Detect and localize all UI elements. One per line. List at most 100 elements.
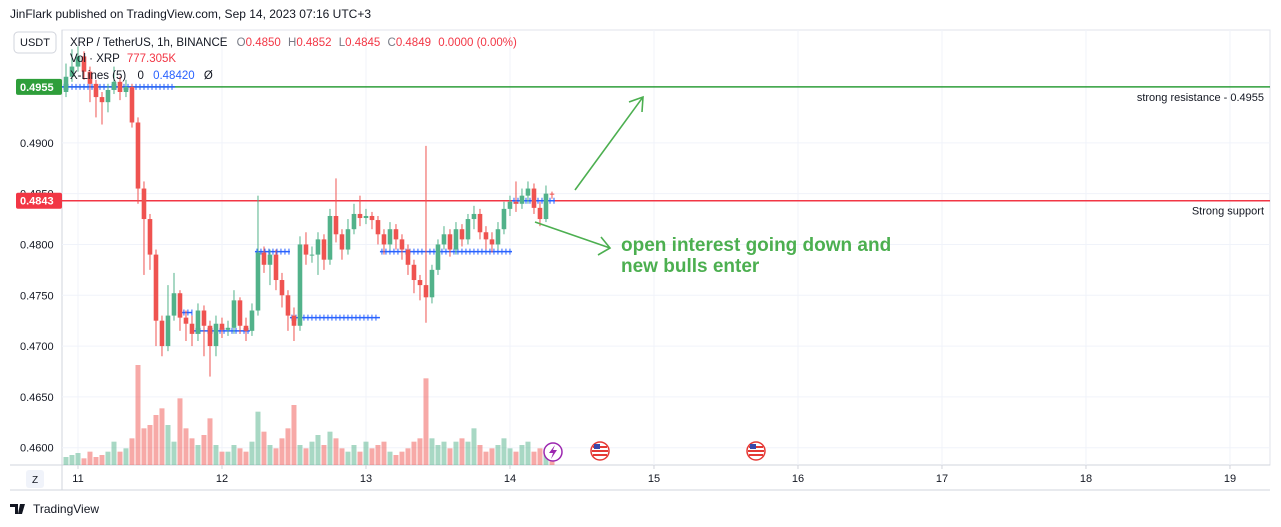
x-tick-label: 13 [360,473,372,485]
volume-bar [153,415,159,465]
volume-bar [321,445,327,465]
candle-body [123,86,129,92]
candle-body [63,76,69,92]
x-tick-label: 18 [1080,473,1092,485]
candle-body [177,293,183,318]
candle-body [357,213,363,219]
volume-bar [525,441,531,465]
zoom-button-label[interactable]: Z [32,475,38,486]
volume-bar [135,365,141,465]
volume-bar [351,445,357,465]
volume-bar [147,425,153,465]
candle-body [69,66,75,77]
volume-bar [99,455,105,465]
horizontal-lines: strong resistance - 0.4955 Strong support [62,86,1270,218]
candle-body [105,89,111,103]
volume-bar [207,418,213,465]
symbol: XRP / TetherUS, 1h, BINANCE [70,37,228,49]
volume-bar [507,448,513,465]
x-line-ticks [256,248,290,255]
arrows [534,95,644,256]
x-tick-label: 15 [648,473,660,485]
candle-body [483,232,489,240]
xlines-name: X-Lines (5) [70,70,126,82]
volume-bar [225,451,231,465]
candle-body [261,252,267,265]
zoom-button[interactable] [26,470,44,488]
event-icon [750,444,756,449]
ohlc-value: 0.4845 [345,37,380,49]
candle-body [471,213,477,220]
volume-bar [537,448,543,465]
candle-body [279,280,285,296]
volume-bar [543,455,549,465]
volume-bar [483,451,489,465]
candle-body [201,310,207,326]
candle-body [153,254,159,321]
candle-body [81,56,87,72]
candle-body [387,229,393,245]
volume-bar [165,425,171,465]
ohlc-value: 0.4852 [296,37,331,49]
volume-bar [393,455,399,465]
volume-legend: Vol · XRP 777.305K [70,53,176,65]
candle-body [513,201,519,204]
candle-body [207,325,213,347]
xlines-value: 0 [137,70,143,82]
volume-bar [279,438,285,465]
volume-bar [447,448,453,465]
candle-body [315,239,321,255]
footer: TradingView [33,502,99,516]
candle-body [99,97,105,103]
candle-body [189,323,195,334]
currency-button-label[interactable]: USDT [20,37,50,49]
candle-body [381,234,387,245]
candle-body [285,295,291,316]
candle-body [213,323,219,347]
volume-bar [417,438,423,465]
candle-body [453,229,459,250]
volume-bar [327,431,333,465]
candle-body [459,229,465,240]
volume-bar [333,438,339,465]
volume-bar [531,451,537,465]
legend: XRP / TetherUS, 1h, BINANCE O0.4850 H0.4… [70,37,517,49]
volume-bar [429,438,435,465]
candle-body [525,188,531,196]
candle-body [351,213,357,230]
volume-bar [159,408,165,465]
volume-bar [345,451,351,465]
candle-body [255,252,261,311]
candle-body [267,254,273,265]
candle-body [249,310,255,331]
volume-bar [243,451,249,465]
y-tick-label: 0.4600 [20,443,54,455]
xlines-legend: X-Lines (5) 0 0.48420 Ø [70,70,213,82]
volume-bar [375,445,381,465]
volume-bar [183,428,189,465]
volume-bar [255,411,261,465]
candle-body [117,81,123,92]
candle-body [159,320,165,347]
volume-bar [177,398,183,465]
candle-body [195,310,201,334]
volume-bar [501,438,507,465]
volume-bar [405,448,411,465]
xlines-value: Ø [204,70,213,82]
candle-body [489,239,495,245]
candle-body [537,207,543,220]
volume-bar [477,445,483,465]
volume-bar [123,448,129,465]
volume-bar [381,441,387,465]
currency-button[interactable] [13,31,57,54]
volume-bar [237,448,243,465]
volume-bar [285,428,291,465]
header: JinFlark published on TradingView.com, S… [10,7,371,21]
candle-body [165,315,171,347]
volume-bar [249,441,255,465]
volume-bar [303,448,309,465]
candle-body [183,317,189,324]
candle-body [519,195,525,204]
candle-body [393,229,399,240]
